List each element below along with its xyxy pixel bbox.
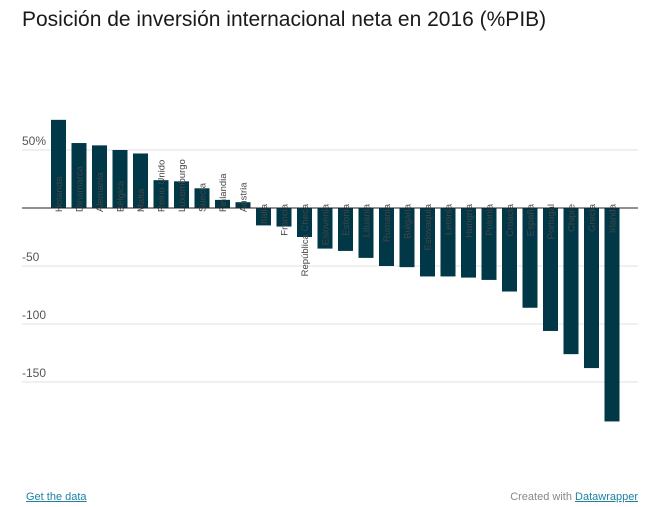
category-label: República Checa: [300, 203, 311, 276]
category-label: Dinamarca: [75, 165, 86, 212]
bar: [92, 145, 107, 208]
bar: [256, 208, 271, 226]
bar: [399, 208, 415, 268]
category-label: Malta: [136, 188, 147, 212]
bar: [215, 199, 230, 208]
bar: [112, 150, 128, 208]
chart-title: Posición de inversión internacional neta…: [22, 8, 547, 31]
category-label: Bélgica: [116, 180, 127, 212]
bar: [174, 181, 189, 208]
bar: [51, 119, 66, 208]
category-label: Alemania: [95, 172, 106, 212]
category-label: Finlandia: [218, 173, 229, 212]
category-label: Suecia: [198, 182, 209, 212]
category-label: Estonia: [341, 203, 352, 235]
bar: [235, 202, 251, 208]
bar: [543, 208, 558, 331]
category-label: Austria: [239, 182, 250, 212]
bar: [276, 208, 292, 227]
bar: [297, 208, 312, 237]
category-label: Portugal: [546, 204, 557, 239]
bar: [481, 208, 497, 280]
category-label: Bulgaria: [403, 203, 414, 239]
category-label: Eslovaquia: [423, 203, 434, 250]
category-label: Holanda: [54, 176, 65, 212]
y-tick-label: -150: [22, 366, 46, 380]
bar: [338, 208, 353, 251]
bar: [133, 153, 148, 208]
category-label: Croacia: [505, 203, 516, 236]
category-label: Irlanda: [608, 203, 619, 233]
category-label: Reino Unido: [157, 160, 168, 212]
bar: [461, 208, 476, 278]
bar-layer: [51, 119, 620, 422]
bar: [379, 208, 394, 266]
bar: [604, 208, 620, 422]
y-tick-label: 50%: [22, 134, 46, 148]
bar: [584, 208, 599, 369]
bar: [71, 143, 87, 208]
category-label: Eslovenia: [321, 203, 332, 245]
category-label: Rumania: [382, 203, 393, 242]
category-label: España: [526, 203, 537, 236]
created-with-credit: Created with Datawrapper: [510, 491, 638, 503]
datawrapper-link[interactable]: Datawrapper: [575, 491, 638, 503]
category-label: Polonia: [485, 203, 496, 235]
y-tick-label: -50: [22, 250, 40, 264]
bar: [153, 180, 169, 208]
bar: [563, 208, 579, 355]
category-label: Hungría: [464, 203, 475, 238]
bar: [420, 208, 435, 277]
category-label: Francia: [280, 203, 291, 235]
label-layer: Holanda Dinamarca Alemania Bélgica Malta Rein…: [22, 159, 638, 276]
category-label: Italia: [259, 203, 270, 224]
get-the-data-link[interactable]: Get the data: [26, 491, 87, 503]
bar: [358, 208, 374, 258]
category-label: Chipre: [567, 204, 578, 232]
bar: [440, 208, 456, 277]
bar: [502, 208, 517, 292]
bar: [522, 208, 538, 308]
category-label: Lituania: [362, 203, 373, 237]
bar: [317, 208, 333, 249]
bar-chart: 50% -50 -100 -150 Holanda Dinamarca Alemania B…: [22, 119, 638, 422]
category-label: Grecia: [587, 203, 598, 232]
y-tick-label: -100: [22, 308, 46, 322]
category-label: Letonia: [444, 203, 455, 235]
created-with-text: Created with: [510, 491, 572, 503]
category-label: Luxemburgo: [177, 159, 188, 212]
bar: [194, 188, 210, 208]
